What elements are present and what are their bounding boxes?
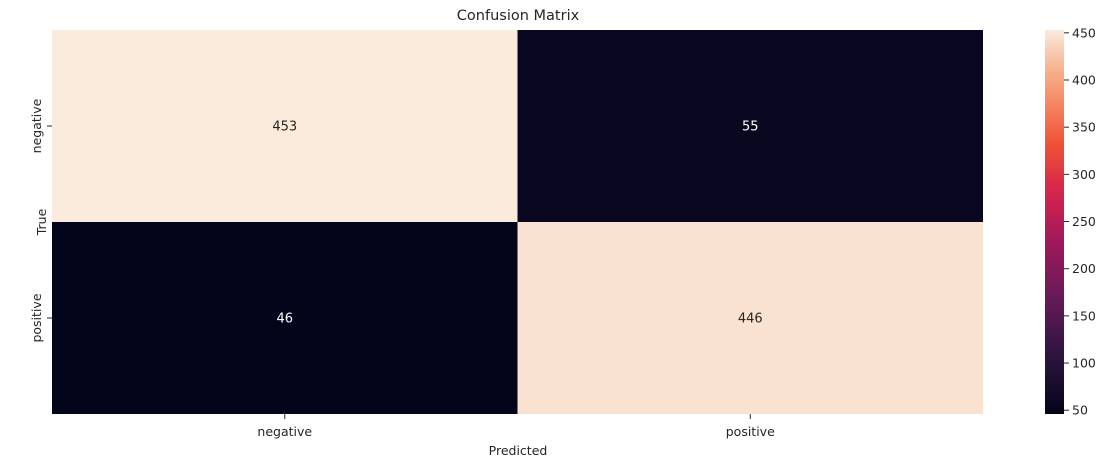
colorbar-tick-label-7: 400 — [1072, 73, 1096, 88]
heatmap-cell-0-0 — [52, 30, 518, 222]
colorbar-tick-label-5: 300 — [1072, 167, 1096, 182]
colorbar-tick-label-3: 200 — [1072, 261, 1096, 276]
y-axis-label: True — [34, 208, 49, 236]
x-axis-label: Predicted — [489, 443, 548, 458]
colorbar-tick-label-6: 350 — [1072, 120, 1096, 135]
cell-value-0-0: 453 — [272, 120, 297, 135]
colorbar-tick-label-4: 250 — [1072, 214, 1096, 229]
colorbar-tick-label-8: 450 — [1072, 25, 1096, 40]
heatmap-cells: 453 55 46 446 — [52, 30, 983, 414]
colorbar — [1045, 30, 1064, 414]
colorbar-ticks: 50 100 150 200 250 300 350 400 450 — [1064, 25, 1096, 418]
heatmap-cell-0-1 — [517, 30, 983, 222]
colorbar-tick-label-2: 150 — [1072, 308, 1096, 323]
cell-value-1-1: 446 — [738, 312, 763, 327]
colorbar-tick-label-1: 100 — [1072, 356, 1096, 371]
heatmap-cell-1-0 — [52, 222, 518, 414]
x-axis-ticks: negative positive — [257, 414, 775, 439]
x-tick-label-1: positive — [726, 424, 775, 439]
cell-value-0-1: 55 — [742, 120, 759, 135]
x-tick-label-0: negative — [257, 424, 312, 439]
heatmap-cell-1-1 — [517, 222, 983, 414]
cell-value-1-0: 46 — [276, 312, 293, 327]
y-tick-label-0: negative — [29, 98, 44, 153]
y-tick-label-1: positive — [29, 293, 44, 342]
chart-title: Confusion Matrix — [457, 8, 580, 24]
colorbar-tick-label-0: 50 — [1072, 403, 1088, 418]
y-axis-ticks: negative positive — [29, 98, 52, 343]
